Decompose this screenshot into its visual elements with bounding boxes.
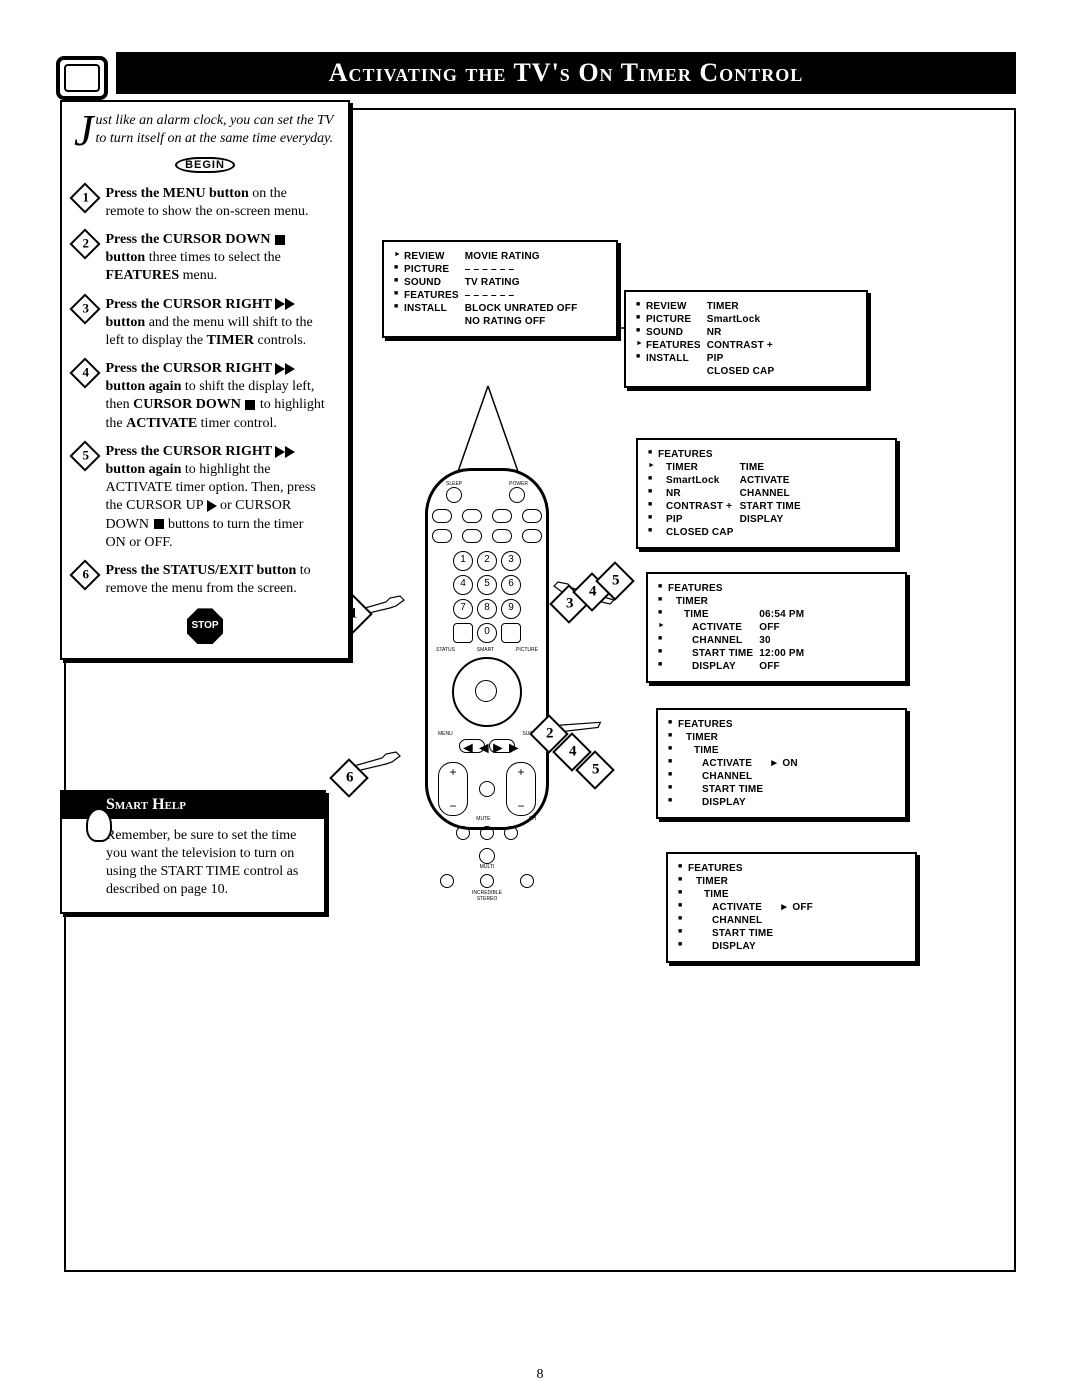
- diagram: REVIEWMOVIE RATINGPICTURE– – – – – –SOUN…: [346, 110, 1014, 1270]
- begin-badge: BEGIN: [170, 156, 240, 174]
- remote-cursor-ring: [452, 657, 522, 727]
- menu-activate-off: FEATURESTIMERTIMEACTIVATE► OFFCHANNELSTA…: [666, 852, 917, 963]
- menu-main-top: REVIEWMOVIE RATINGPICTURE– – – – – –SOUN…: [382, 240, 618, 338]
- step-5: 5 Press the CURSOR RIGHT button again to…: [74, 443, 336, 552]
- bulb-icon: [86, 808, 112, 842]
- page-number: 8: [0, 1367, 1080, 1383]
- page-title: Activating the TV's On Timer Control: [116, 52, 1016, 94]
- remote: SLEEP POWER 123 456 789 0 STATUSSMARTPIC…: [425, 468, 549, 830]
- step-3: 3 Press the CURSOR RIGHT button and the …: [74, 296, 336, 351]
- steps-box: J ust like an alarm clock, you can set t…: [60, 100, 350, 660]
- smart-help-box: Smart Help Remember, be sure to set the …: [60, 790, 326, 914]
- main-frame: J ust like an alarm clock, you can set t…: [64, 108, 1016, 1272]
- step-2: 2 Press the CURSOR DOWN button three tim…: [74, 231, 336, 286]
- remote-numpad: 123 456 789 0: [448, 549, 526, 645]
- menu-timer-level2: FEATURESTIMERTIMESmartLockACTIVATENRCHAN…: [636, 438, 897, 549]
- tv-icon: [56, 56, 108, 100]
- intro-body: ust like an alarm clock, you can set the…: [96, 113, 334, 146]
- step-4: 4 Press the CURSOR RIGHT button again to…: [74, 360, 336, 433]
- stop-badge: STOP: [185, 608, 225, 644]
- menu-activate-on: FEATURESTIMERTIMEACTIVATE► ONCHANNELSTAR…: [656, 708, 907, 819]
- step-1: 1 Press the MENU button on the remote to…: [74, 185, 336, 221]
- step-number: 1: [69, 182, 100, 213]
- menu-timer-values: FEATURESTIMERTIME06:54 PMACTIVATEOFFCHAN…: [646, 572, 907, 683]
- step-6: 6 Press the STATUS/EXIT button to remove…: [74, 562, 336, 598]
- intro-text: J ust like an alarm clock, you can set t…: [74, 112, 336, 148]
- menu-features: REVIEWTIMERPICTURESmartLockSOUNDNRFEATUR…: [624, 290, 868, 388]
- dropcap: J: [74, 112, 96, 148]
